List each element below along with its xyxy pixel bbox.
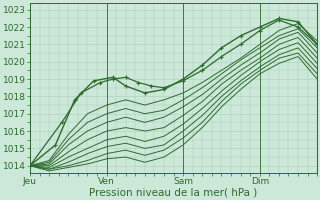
X-axis label: Pression niveau de la mer( hPa ): Pression niveau de la mer( hPa ) <box>90 187 258 197</box>
